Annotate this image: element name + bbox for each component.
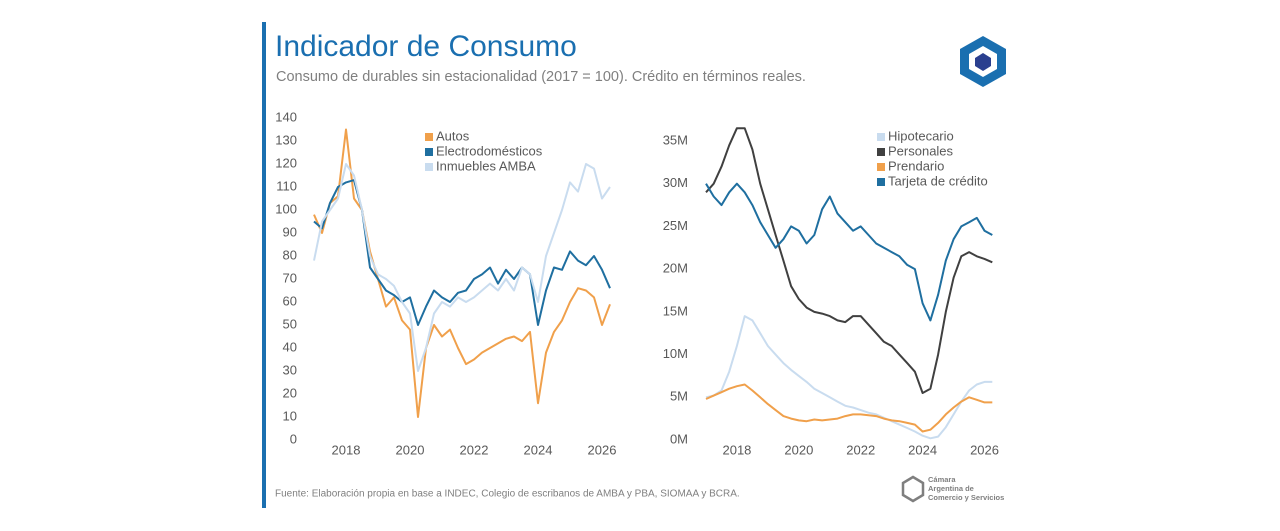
x-tick-label: 2026: [970, 442, 999, 457]
x-tick-label: 2020: [784, 442, 813, 457]
legend-label: Prendario: [888, 158, 944, 173]
logo: [960, 36, 1006, 87]
org-name: Argentina de: [928, 484, 974, 493]
y-tick-label: 130: [275, 132, 297, 147]
legend-swatch: [877, 178, 885, 186]
legend-label: Electrodomésticos: [436, 143, 543, 158]
x-tick-label: 2024: [908, 442, 937, 457]
y-tick-label: 70: [283, 270, 297, 285]
y-tick-label: 20M: [663, 261, 688, 276]
y-tick-label: 15M: [663, 303, 688, 318]
x-tick-label: 2018: [722, 442, 751, 457]
legend-label: Autos: [436, 128, 470, 143]
legend-swatch: [425, 163, 433, 171]
y-tick-label: 10: [283, 408, 297, 423]
x-tick-label: 2020: [396, 442, 425, 457]
org-logo: Cámara Argentina de Comercio y Servicios: [901, 475, 1004, 503]
x-tick-label: 2018: [332, 442, 361, 457]
org-name: Comercio y Servicios: [928, 493, 1004, 502]
y-tick-label: 25M: [663, 218, 688, 233]
y-tick-label: 140: [275, 109, 297, 124]
series-line: [313, 163, 611, 372]
y-tick-label: 110: [276, 178, 297, 193]
y-tick-label: 120: [275, 155, 297, 170]
source: Fuente: Elaboración propia en base a IND…: [275, 489, 740, 500]
y-tick-label: 100: [275, 201, 297, 216]
x-tick-label: 2024: [524, 442, 553, 457]
y-tick-label: 0: [290, 431, 297, 446]
y-tick-label: 30M: [663, 175, 688, 190]
y-tick-label: 30: [283, 362, 297, 377]
legend-swatch: [877, 133, 885, 141]
series-line: [705, 127, 993, 394]
legend-swatch: [877, 148, 885, 156]
y-tick-label: 35M: [663, 132, 688, 147]
x-tick-label: 2026: [588, 442, 617, 457]
y-tick-label: 5M: [670, 389, 688, 404]
org-name: Cámara: [928, 475, 956, 484]
legend-swatch: [425, 133, 433, 141]
x-tick-label: 2022: [460, 442, 489, 457]
series-line: [705, 315, 993, 440]
legend-swatch: [877, 163, 885, 171]
legend-label: Personales: [888, 143, 954, 158]
y-tick-label: 80: [283, 247, 297, 262]
y-tick-label: 50: [283, 316, 297, 331]
series-line: [705, 383, 993, 433]
legend-label: Hipotecario: [888, 128, 954, 143]
accent-bar: [262, 22, 266, 508]
y-tick-label: 0M: [670, 431, 688, 446]
y-tick-label: 40: [283, 339, 297, 354]
legend-label: Tarjeta de crédito: [888, 173, 988, 188]
y-tick-label: 60: [283, 293, 297, 308]
legend-label: Inmuebles AMBA: [436, 158, 536, 173]
x-tick-label: 2022: [846, 442, 875, 457]
series-line: [313, 179, 611, 326]
legend-swatch: [425, 148, 433, 156]
series-line: [705, 182, 993, 322]
title: Indicador de Consumo: [275, 30, 577, 63]
y-tick-label: 20: [283, 385, 297, 400]
subtitle: Consumo de durables sin estacionalidad (…: [276, 69, 806, 85]
y-tick-label: 10M: [663, 346, 688, 361]
y-tick-label: 90: [283, 224, 297, 239]
